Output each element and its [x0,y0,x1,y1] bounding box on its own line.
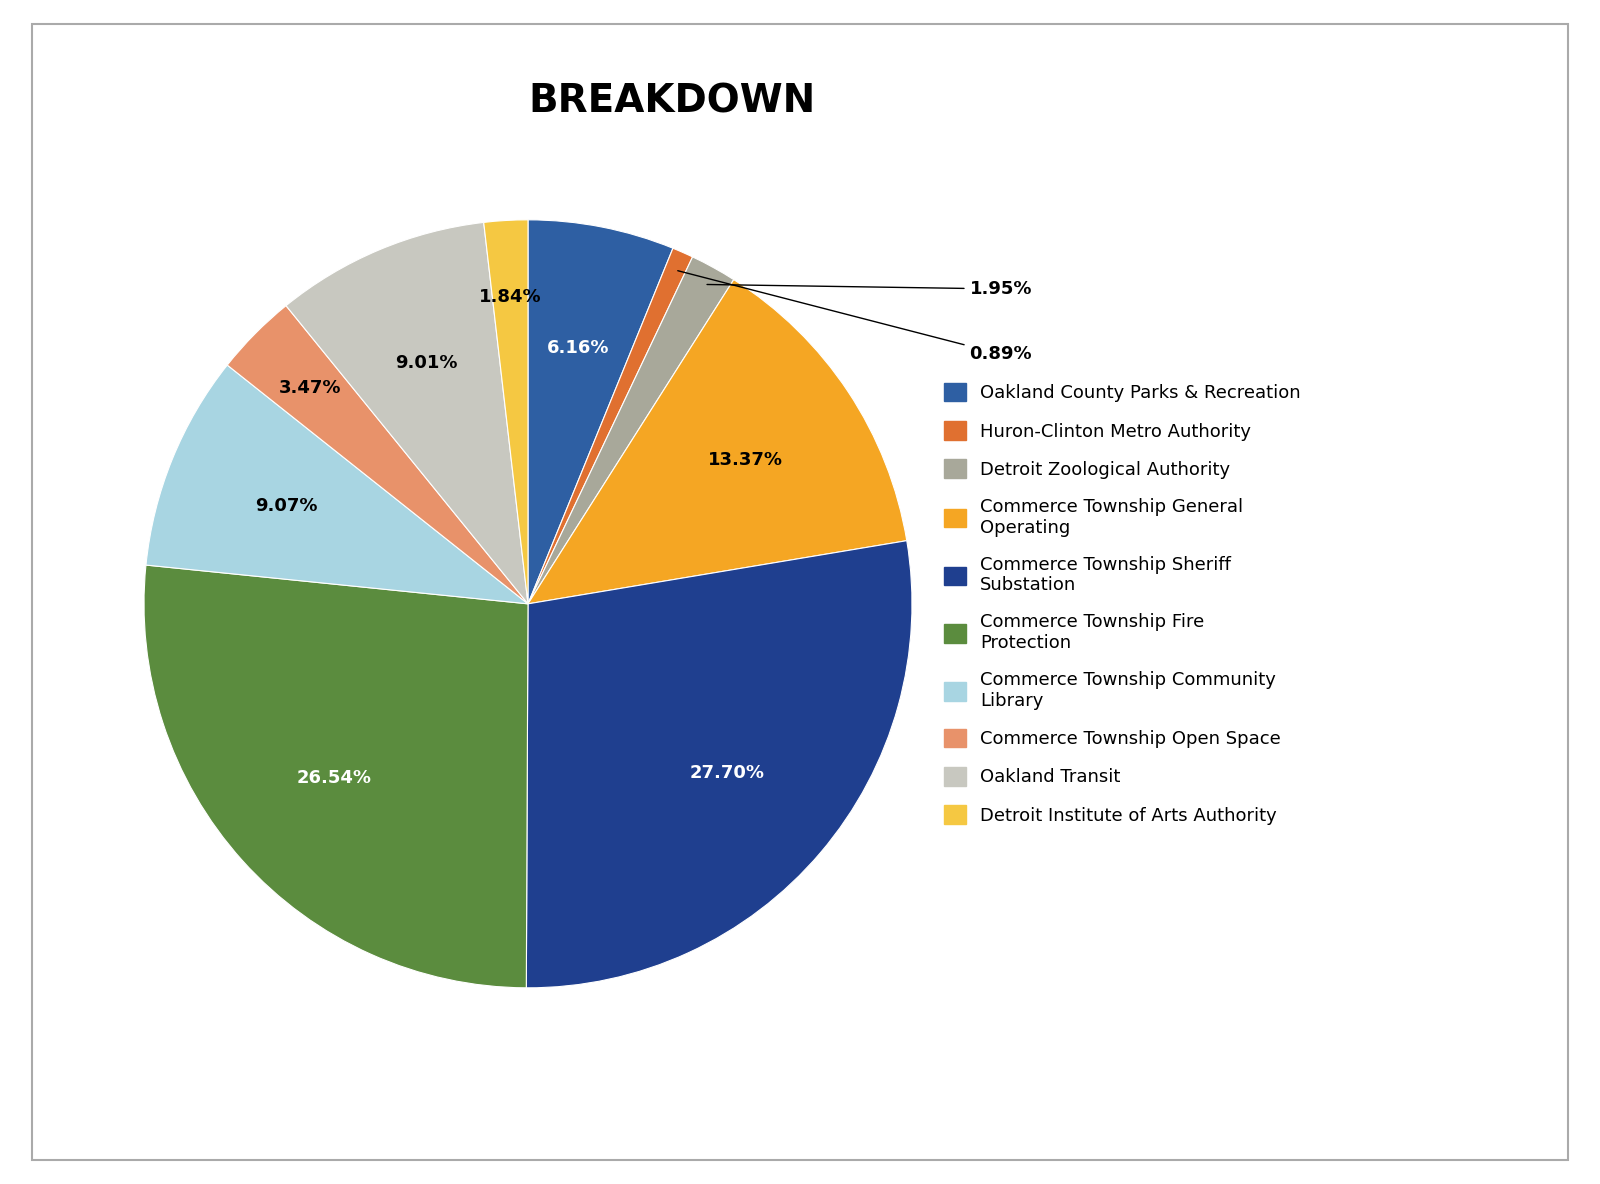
Wedge shape [528,249,693,604]
Text: 1.95%: 1.95% [707,279,1032,298]
Wedge shape [528,257,734,604]
Text: 26.54%: 26.54% [296,770,371,787]
Text: 13.37%: 13.37% [709,451,782,469]
Text: 1.84%: 1.84% [478,288,541,307]
Wedge shape [144,565,528,987]
Text: 6.16%: 6.16% [547,339,610,356]
Text: 0.89%: 0.89% [678,271,1032,363]
Wedge shape [286,223,528,604]
Wedge shape [526,541,912,987]
Wedge shape [528,279,907,604]
Text: BREAKDOWN: BREAKDOWN [528,83,816,121]
Text: 9.07%: 9.07% [254,496,317,515]
Wedge shape [146,365,528,604]
Wedge shape [483,220,528,604]
Text: 9.01%: 9.01% [395,354,458,372]
Wedge shape [227,305,528,604]
Text: 3.47%: 3.47% [278,379,341,397]
Wedge shape [528,220,674,604]
Text: 27.70%: 27.70% [690,764,765,783]
Legend: Oakland County Parks & Recreation, Huron-Clinton Metro Authority, Detroit Zoolog: Oakland County Parks & Recreation, Huron… [938,375,1309,832]
